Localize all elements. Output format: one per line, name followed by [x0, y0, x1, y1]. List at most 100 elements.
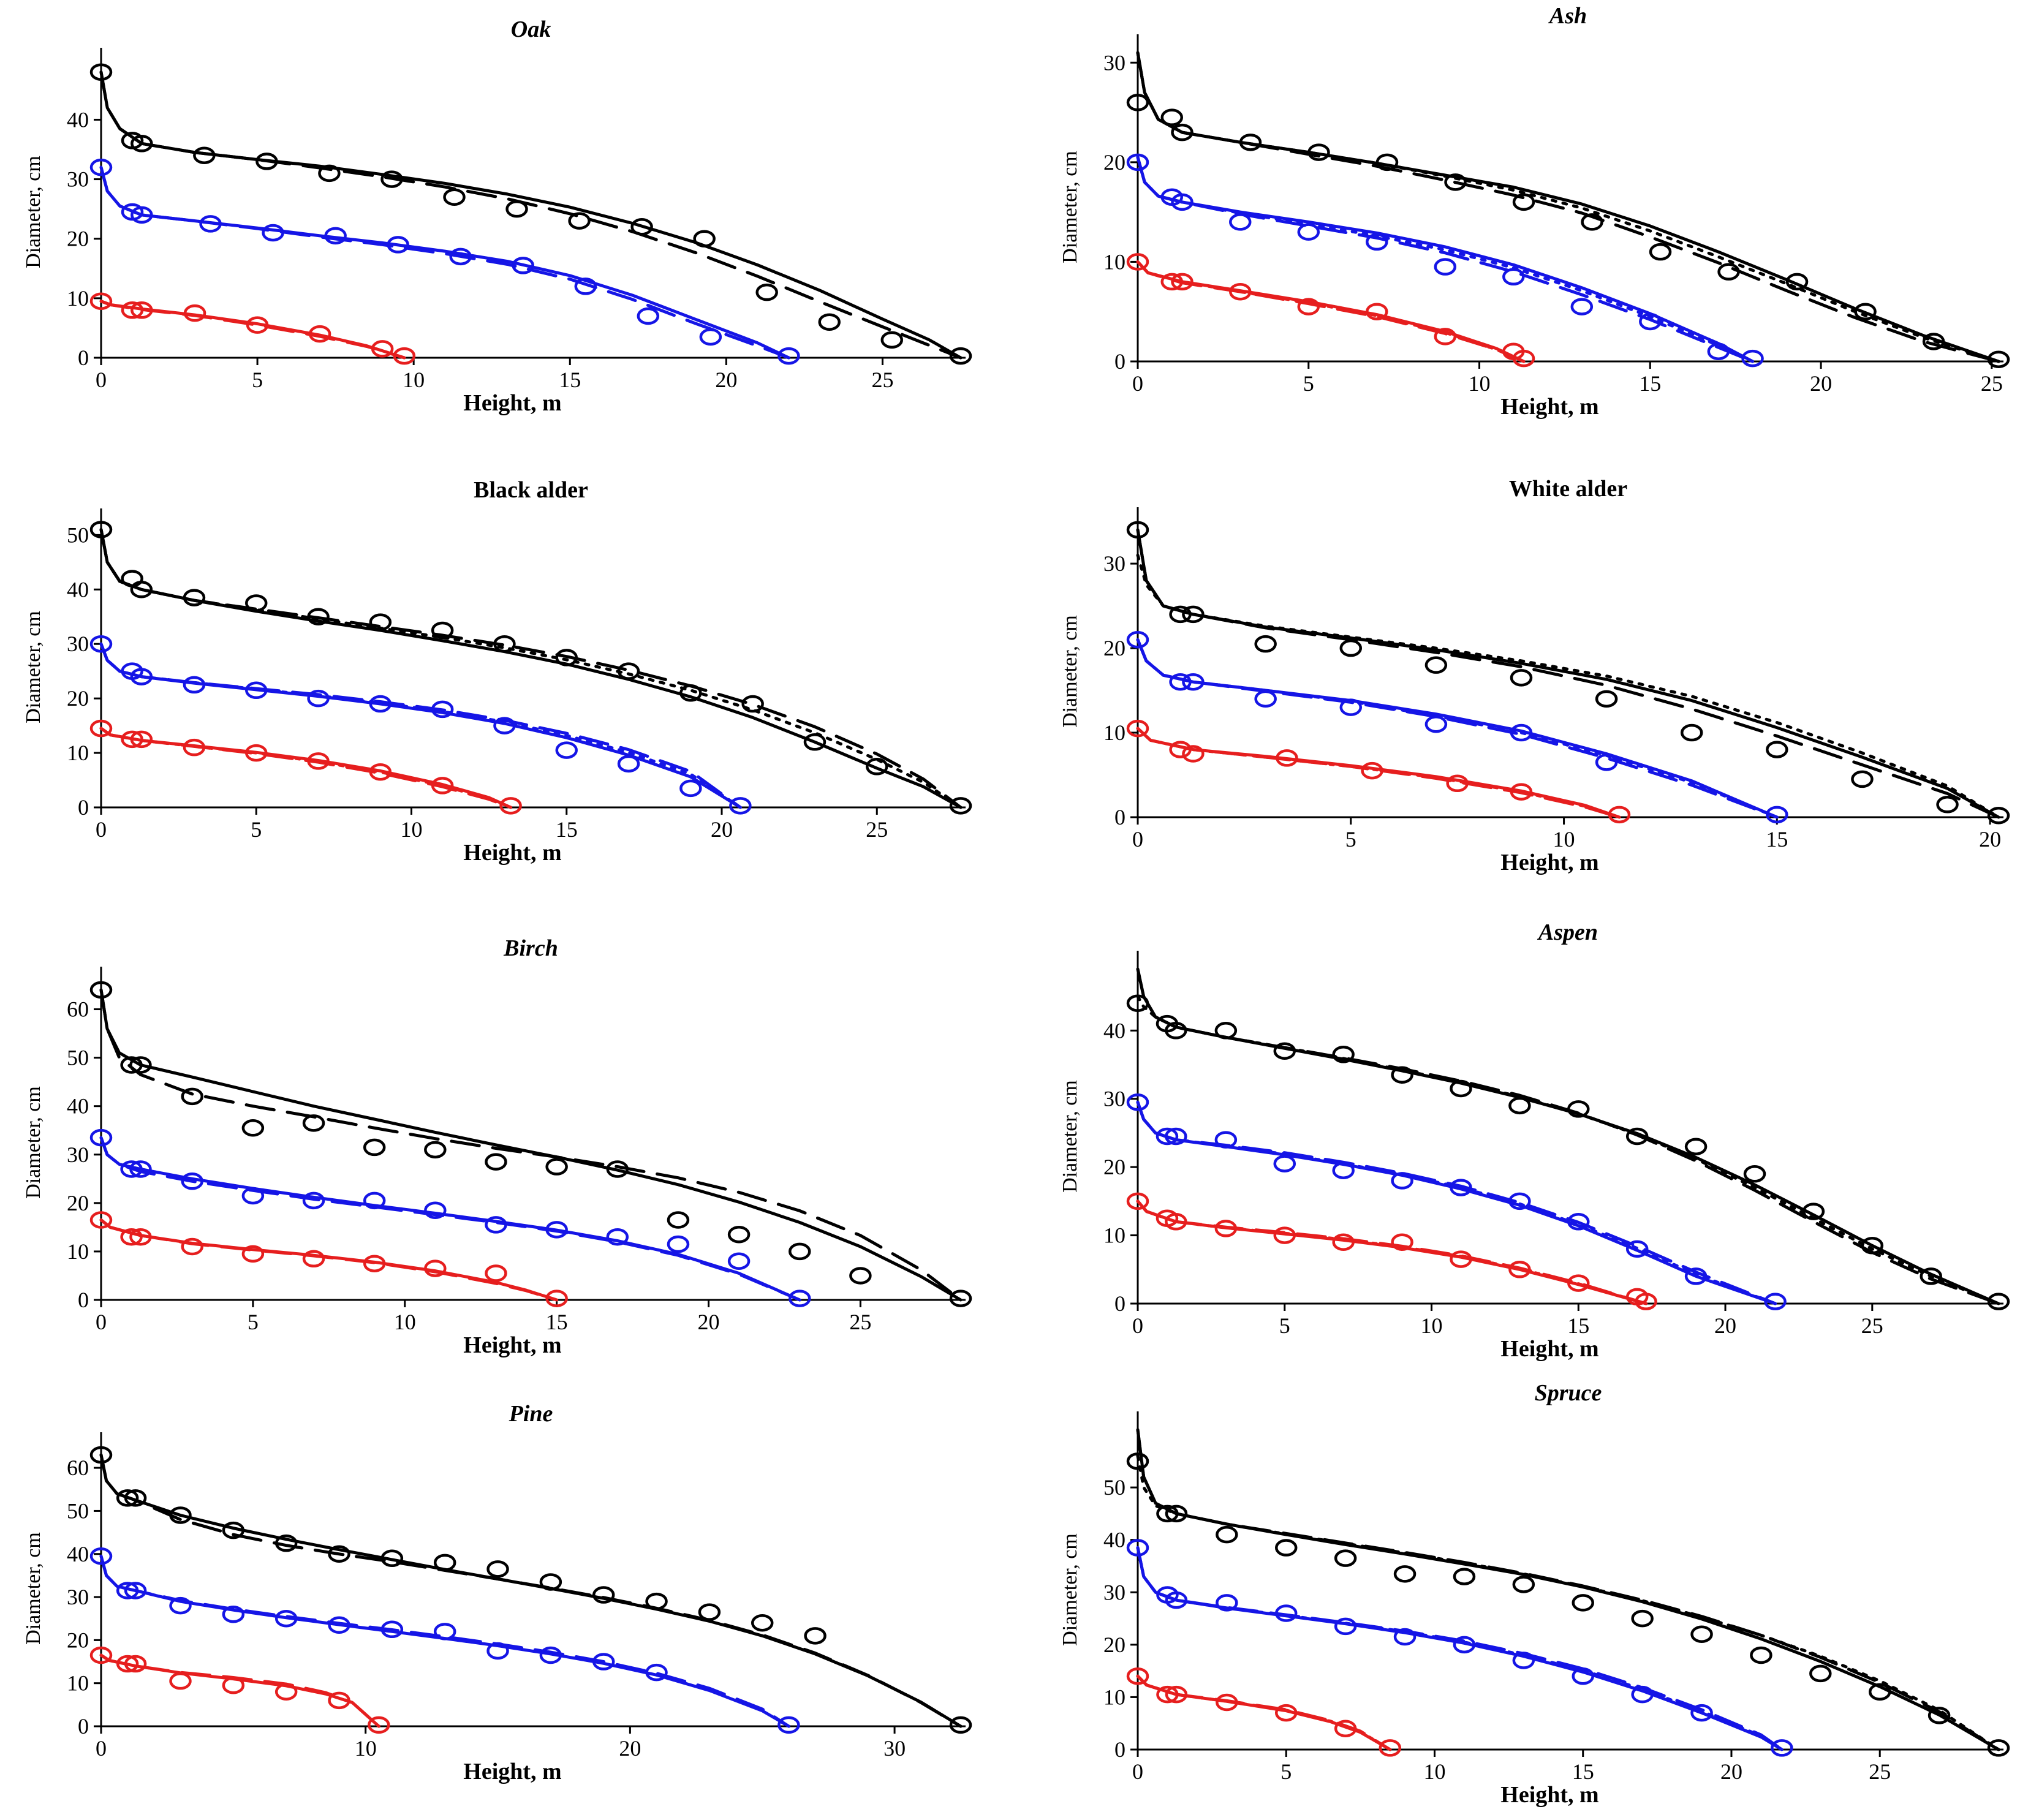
series-inner	[89, 1646, 390, 1734]
x-tick-label: 10	[1469, 371, 1491, 396]
observation-point	[667, 1211, 690, 1229]
model-line-solid	[1136, 260, 1526, 363]
observation-point	[617, 755, 640, 773]
observation-point	[371, 340, 394, 358]
observation-point	[1391, 1066, 1413, 1084]
x-tick-label: 20	[1714, 1313, 1736, 1338]
y-tick-label: 50	[67, 1498, 89, 1523]
x-tick-label: 20	[711, 817, 733, 842]
observation-point	[1766, 741, 1788, 758]
observation-point	[1635, 1293, 1657, 1310]
observation-point	[1854, 303, 1877, 320]
model-line-dot	[99, 527, 963, 809]
observation-point	[1274, 1604, 1298, 1622]
observation-point	[1567, 1213, 1590, 1231]
model-line-dot	[99, 727, 513, 809]
observation-point	[637, 307, 660, 325]
observation-point	[949, 1716, 972, 1734]
observation-point	[1182, 745, 1205, 763]
observation-point	[1508, 1097, 1531, 1115]
observation-point	[431, 777, 454, 795]
observation-point	[380, 1620, 404, 1639]
observation-point	[777, 1716, 800, 1734]
y-tick-label: 0	[1114, 805, 1125, 829]
model-line-long	[99, 300, 406, 360]
series-inner	[1126, 1192, 1657, 1310]
x-axis-label: Height, m	[1500, 394, 1598, 420]
x-tick-label: 15	[546, 1310, 568, 1334]
observation-point	[1156, 1685, 1179, 1704]
observation-point	[124, 1655, 147, 1673]
y-axis-label: Diameter, cm	[1059, 151, 1081, 263]
y-axis-label: Diameter, cm	[1059, 1080, 1081, 1193]
x-axis-label: Height, m	[463, 840, 561, 866]
observation-point	[777, 347, 800, 365]
chart-title: Aspen	[1537, 919, 1598, 945]
observation-point	[89, 1547, 113, 1565]
observation-point	[129, 1056, 152, 1074]
observation-point	[369, 613, 392, 631]
x-tick-label: 20	[1810, 371, 1832, 396]
y-tick-label: 60	[67, 997, 89, 1022]
observation-point	[1771, 1739, 1793, 1757]
y-tick-label: 0	[1114, 1291, 1125, 1316]
observation-point	[1216, 1525, 1238, 1544]
model-line-solid	[99, 1218, 559, 1302]
model-line-dot	[1136, 638, 1779, 819]
observation-point	[222, 1605, 245, 1623]
observation-point	[1861, 1237, 1884, 1255]
observation-point	[1508, 1261, 1531, 1278]
y-tick-label: 40	[1103, 1528, 1125, 1552]
observation-point	[1274, 1539, 1298, 1557]
x-tick-label: 15	[1567, 1313, 1589, 1338]
y-tick-label: 40	[1103, 1018, 1125, 1043]
y-tick-label: 0	[1114, 1737, 1125, 1762]
observation-point	[1126, 1667, 1149, 1685]
observation-point	[949, 797, 972, 815]
observation-point	[1160, 108, 1184, 126]
series-inner	[1126, 1667, 1402, 1757]
y-tick-label: 10	[1103, 1685, 1125, 1709]
series-middle	[1126, 153, 1764, 368]
observation-point	[804, 1627, 827, 1645]
observation-point	[693, 230, 716, 247]
series-outer	[1126, 51, 2010, 368]
observation-point	[1273, 1226, 1296, 1244]
chart-panel-4: Birch 0 5 10 15 20 25 0 10 20 30 40 50 60 Height, m Dia…	[22, 935, 972, 1358]
observation-point	[1334, 1549, 1357, 1567]
x-tick-label: 20	[698, 1310, 720, 1334]
observation-point	[545, 1289, 568, 1307]
observation-point	[1332, 1233, 1355, 1251]
observation-point	[222, 1521, 245, 1539]
x-tick-label: 25	[866, 817, 888, 842]
x-tick-label: 10	[1423, 1759, 1445, 1784]
x-axis-label: Height, m	[1500, 1782, 1598, 1808]
model-line-long	[99, 1218, 559, 1302]
observation-point	[169, 1672, 192, 1690]
observation-point	[1446, 774, 1469, 793]
observation-point	[606, 1228, 629, 1246]
model-line-dot	[1136, 1546, 1784, 1751]
y-tick-label: 10	[67, 286, 89, 311]
observation-point	[120, 1160, 143, 1178]
observation-point	[1126, 253, 1149, 271]
observation-point	[818, 313, 841, 331]
x-tick-label: 0	[96, 817, 107, 842]
observation-point	[727, 1252, 751, 1270]
model-line-solid	[1136, 1100, 1777, 1305]
y-tick-label: 40	[67, 1542, 89, 1566]
series-middle	[89, 635, 752, 815]
observation-point	[545, 1158, 568, 1176]
observation-point	[1987, 806, 2010, 825]
x-tick-label: 0	[1132, 1759, 1143, 1784]
series-inner	[89, 719, 522, 815]
x-tick-label: 15	[1639, 371, 1661, 396]
x-tick-label: 25	[1981, 371, 2003, 396]
observation-point	[1510, 783, 1533, 801]
observation-point	[729, 797, 752, 815]
observation-point	[1424, 715, 1448, 733]
observation-point	[181, 1237, 203, 1256]
observation-point	[449, 247, 472, 266]
y-tick-label: 30	[67, 167, 89, 192]
